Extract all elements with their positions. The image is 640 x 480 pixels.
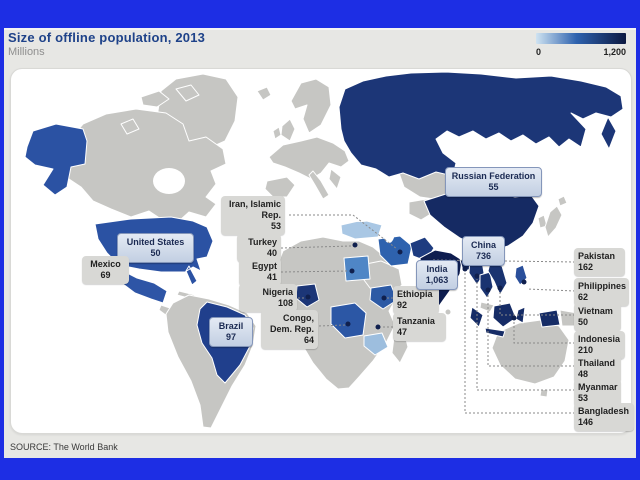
legend-gradient-bar <box>536 33 626 44</box>
landmass-europe <box>268 136 350 180</box>
callout-nigeria: Nigeria 108 <box>239 284 297 312</box>
color-legend: 0 1,200 <box>536 33 626 59</box>
hudson-bay <box>153 168 185 194</box>
country-russia <box>338 71 624 180</box>
landmass-iberia <box>264 176 296 198</box>
country-value: 47 <box>397 327 408 337</box>
landmass-canada <box>65 108 227 222</box>
country-name: Nigeria <box>262 287 293 297</box>
leader-dots <box>305 242 527 330</box>
callout-myanmar: Myanmar 53 <box>574 379 621 407</box>
callout-turkey: Turkey 40 <box>237 234 281 262</box>
country-iran <box>377 235 413 267</box>
callout-bangladesh: Bangladesh 146 <box>574 403 634 431</box>
country-value: 55 <box>488 182 499 192</box>
country-turkey <box>340 219 383 240</box>
country-alaska-us <box>24 123 88 196</box>
country-name: Russian Federation <box>451 171 536 181</box>
country-name: Egypt <box>251 261 277 271</box>
country-value: 64 <box>303 335 314 345</box>
callout-china: China 736 <box>462 236 505 266</box>
country-name: Brazil <box>218 321 244 331</box>
country-congo-dem-rep <box>330 302 367 339</box>
country-value: 62 <box>578 292 589 302</box>
landmass-tasmania <box>539 388 549 398</box>
country-name: Turkey <box>248 237 277 247</box>
country-name: Congo, Dem. Rep. <box>269 313 314 334</box>
country-name: Tanzania <box>397 316 435 326</box>
country-name: Philippines <box>578 281 627 291</box>
country-name: Indonesia <box>578 334 621 344</box>
legend-max-label: 1,200 <box>603 47 626 57</box>
country-value: 69 <box>100 270 111 280</box>
country-name: Ethiopia <box>397 289 433 299</box>
country-value: 53 <box>578 393 589 403</box>
callout-brazil: Brazil 97 <box>209 317 253 347</box>
callout-egypt: Egypt 41 <box>239 258 281 286</box>
caspian-sea <box>383 219 395 243</box>
country-name: Thailand <box>578 358 616 368</box>
country-egypt <box>343 255 371 282</box>
landmass-balkans <box>328 168 342 190</box>
landmass-sri-lanka <box>444 308 452 316</box>
country-name: Pakistan <box>578 251 616 261</box>
country-value: 1,063 <box>425 275 449 285</box>
page-subtitle: Millions <box>8 46 45 58</box>
landmass-italy <box>308 170 330 200</box>
country-name: Mexico <box>90 259 121 269</box>
country-name: Myanmar <box>578 382 618 392</box>
country-value: 53 <box>270 221 281 231</box>
callout-united-states: United States 50 <box>117 233 194 263</box>
country-value: 146 <box>578 417 594 427</box>
world-map <box>24 71 624 429</box>
callout-philippines: Philippines 62 <box>574 278 629 306</box>
landmass-uk <box>280 118 296 142</box>
country-indonesia <box>469 302 561 338</box>
callout-indonesia: Indonesia 210 <box>574 331 625 359</box>
country-value: 97 <box>225 332 236 342</box>
callout-thailand: Thailand 48 <box>574 355 621 383</box>
callout-mexico: Mexico 69 <box>82 256 129 284</box>
landmass-australia <box>491 319 570 385</box>
country-value: 736 <box>475 251 492 261</box>
country-name: India <box>426 264 448 274</box>
country-name: Bangladesh <box>578 406 630 416</box>
page-title: Size of offline population, 2013 <box>8 30 206 45</box>
callout-vietnam: Vietnam 50 <box>574 303 621 331</box>
country-value: 50 <box>578 317 589 327</box>
landmass-ireland <box>272 126 282 140</box>
callout-pakistan: Pakistan 162 <box>574 248 625 276</box>
country-value: 92 <box>397 300 408 310</box>
black-sea <box>347 212 375 222</box>
country-value: 50 <box>150 248 161 258</box>
callout-iran: Iran, Islamic Rep. 53 <box>221 196 285 235</box>
landmass-malaysia <box>479 301 495 313</box>
country-value: 48 <box>578 369 589 379</box>
country-value: 162 <box>578 262 594 272</box>
country-value: 210 <box>578 345 594 355</box>
landmass-scandinavia <box>290 78 332 134</box>
legend-min-label: 0 <box>536 47 542 57</box>
callout-india: India 1,063 <box>416 260 458 290</box>
callout-russian-federation: Russian Federation 55 <box>445 167 542 197</box>
source-attribution: SOURCE: The World Bank <box>10 442 118 452</box>
callout-tanzania: Tanzania 47 <box>393 313 446 341</box>
country-name: China <box>470 240 496 250</box>
country-name: Vietnam <box>578 306 613 316</box>
country-tanzania <box>363 332 389 356</box>
callout-congo-dem-rep: Congo, Dem. Rep. 64 <box>261 310 318 349</box>
landmass-japan <box>544 195 568 238</box>
country-name: Iran, Islamic Rep. <box>228 199 281 220</box>
country-value: 41 <box>266 272 277 282</box>
country-value: 40 <box>266 248 277 258</box>
landmass-arctic-islands <box>120 84 200 135</box>
callout-ethiopia: Ethiopia 92 <box>393 286 439 314</box>
country-value: 108 <box>277 298 293 308</box>
leader-lines <box>280 214 576 414</box>
map-panel <box>10 68 632 434</box>
landmass-iceland <box>256 86 272 101</box>
country-name: United States <box>126 237 185 247</box>
